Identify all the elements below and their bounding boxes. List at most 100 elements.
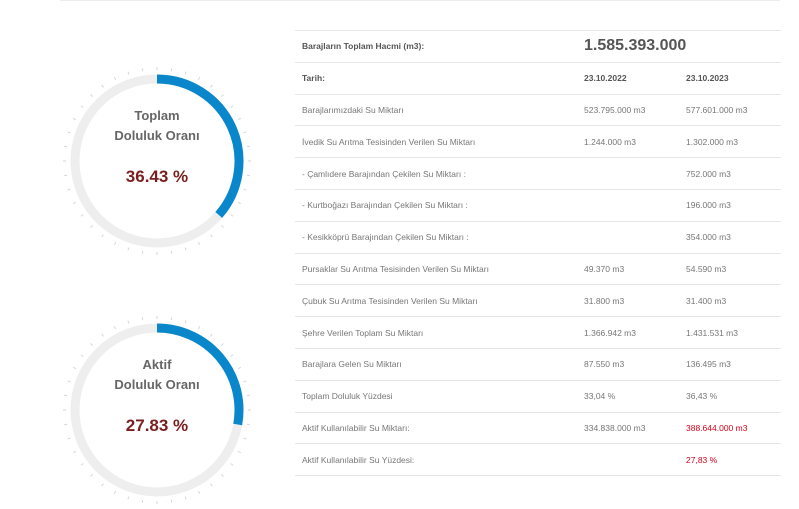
row-value-2022: 33,04 % [577, 379, 679, 413]
row-label: - Kesikköprü Barajından Çekilen Su Mikta… [295, 220, 577, 254]
row-value-2022 [577, 188, 679, 222]
gauge-tick [90, 343, 94, 347]
table-row: Aktif Kullanılabilir Su Yüzdesi: 27,83 % [295, 443, 781, 477]
gauge-tick [197, 241, 201, 245]
table-row: - Çamlıdere Barajından Çekilen Su Miktar… [295, 157, 781, 190]
row-label: Toplam Doluluk Yüzdesi [295, 379, 577, 413]
row-value-2022: 31.800 m3 [577, 284, 679, 317]
top-divider [60, 0, 780, 1]
active-fill-gauge: Aktif Doluluk Oranı 27.83 % [62, 315, 252, 505]
active-fill-gauge-value: 27.83 % [125, 416, 189, 435]
row-label: Barajlara Gelen Su Miktarı [295, 347, 577, 381]
row-label: Aktif Kullanılabilir Su Miktarı: [295, 411, 577, 444]
gauge-tick [197, 77, 201, 81]
gauge-tick [197, 490, 201, 494]
row-value-2022: 1.244.000 m3 [577, 125, 679, 158]
gauge-tick [80, 354, 84, 357]
gauge-tick [220, 473, 224, 477]
gauge-tick [127, 496, 130, 500]
table-row: Aktif Kullanılabilir Su Miktarı: 334.838.… [295, 411, 781, 444]
gauge-tick [101, 84, 104, 88]
table-row: Toplam Doluluk Yüzdesi 33,04 % 36,43 % [295, 379, 781, 413]
gauge-tick [90, 94, 94, 98]
gauge-tick [210, 333, 213, 337]
active-fill-gauge-title-line2: Doluluk Oranı [114, 377, 200, 392]
gauge-tick [80, 463, 84, 466]
gauge-tick [230, 214, 234, 217]
gauge-tick [237, 117, 241, 121]
table-row: Çubuk Su Arıtma Tesisinden Verilen Su Mi… [295, 284, 781, 317]
table-row: İvedik Su Arıtma Tesisinden Verilen Su M… [295, 125, 781, 158]
gauge-tick [113, 326, 117, 330]
table-row: Pursaklar Su Arıtma Tesisinden Verilen S… [295, 252, 781, 285]
gauge-tick [230, 463, 234, 466]
total-fill-gauge-title-line2: Doluluk Oranı [114, 128, 200, 143]
gauge-tick [101, 333, 104, 337]
date-label: Tarih: [295, 61, 577, 95]
gauge-tick [90, 473, 94, 477]
gauge-tick [67, 131, 71, 134]
row-value-2022: 523.795.000 m3 [577, 93, 679, 126]
row-value-2022 [577, 443, 679, 477]
gauge-tick [243, 131, 247, 134]
gauge-tick [230, 354, 234, 357]
dam-statistics-table: Barajların Toplam Hacmi (m3): 1.585.393.… [295, 30, 781, 477]
row-value-2023: 196.000 m3 [679, 188, 781, 222]
table-row: Şehre Verilen Toplam Su Miktarı 1.366.942… [295, 316, 781, 349]
row-label: Pursaklar Su Arıtma Tesisinden Verilen S… [295, 252, 577, 285]
row-value-2023: 136.495 m3 [679, 347, 781, 381]
row-value-2023: 54.590 m3 [679, 252, 781, 285]
row-value-2022 [577, 157, 679, 190]
gauge-tick [113, 241, 117, 245]
row-label: Aktif Kullanılabilir Su Yüzdesi: [295, 443, 577, 477]
row-value-2023: 1.431.531 m3 [679, 316, 781, 349]
gauge-tick [210, 483, 213, 487]
gauge-tick [220, 343, 224, 347]
row-value-2023-highlight: 388.644.000 m3 [679, 411, 781, 444]
gauge-tick [101, 483, 104, 487]
date-column-2023: 23.10.2023 [679, 61, 781, 95]
table-row: - Kurtboğazı Barajından Çekilen Su Mikta… [295, 188, 781, 222]
total-volume-value: 1.585.393.000 [584, 37, 687, 55]
row-label: Şehre Verilen Toplam Su Miktarı [295, 316, 577, 349]
gauge-tick [73, 450, 77, 454]
total-fill-gauge-title-line1: Toplam [134, 108, 180, 123]
gauge-tick [243, 437, 247, 440]
row-label: Barajlarımızdaki Su Miktarı [295, 93, 577, 126]
gauge-tick [237, 366, 241, 370]
gauge-tick [243, 188, 247, 191]
row-value-2023: 36,43 % [679, 379, 781, 413]
gauge-tick [127, 71, 130, 75]
row-value-2022: 334.838.000 m3 [577, 411, 679, 444]
gauge-tick [220, 224, 224, 228]
gauge-tick [127, 320, 130, 324]
gauge-tick [197, 326, 201, 330]
gauge-tick [210, 84, 213, 88]
gauge-tick [73, 201, 77, 205]
total-fill-gauge-value: 36.43 % [125, 167, 189, 186]
row-value-2023: 354.000 m3 [679, 220, 781, 254]
gauge-tick [113, 77, 117, 81]
row-value-2022: 1.366.942 m3 [577, 316, 679, 349]
gauge-tick [243, 380, 247, 383]
row-value-2023: 1.302.000 m3 [679, 125, 781, 158]
row-value-2022 [577, 220, 679, 254]
gauge-tick [113, 490, 117, 494]
gauge-tick [80, 214, 84, 217]
gauge-tick [237, 450, 241, 454]
gauge-tick [67, 188, 71, 191]
gauge-tick [220, 94, 224, 98]
gauge-tick [73, 366, 77, 370]
gauge-tick [230, 105, 234, 108]
total-fill-gauge-arc [63, 67, 251, 255]
row-value-2022: 49.370 m3 [577, 252, 679, 285]
date-column-2022: 23.10.2022 [577, 61, 679, 95]
date-header-row: Tarih: 23.10.2022 23.10.2023 [295, 61, 781, 95]
gauge-tick [237, 201, 241, 205]
active-fill-gauge-title-line1: Aktif [142, 357, 172, 372]
total-volume-label: Barajların Toplam Hacmi (m3): [302, 41, 425, 52]
row-label: Çubuk Su Arıtma Tesisinden Verilen Su Mi… [295, 284, 577, 317]
table-row: Barajlarımızdaki Su Miktarı 523.795.000 m… [295, 93, 781, 126]
gauge-tick [184, 496, 187, 500]
gauge-fill-arc [156, 74, 244, 218]
